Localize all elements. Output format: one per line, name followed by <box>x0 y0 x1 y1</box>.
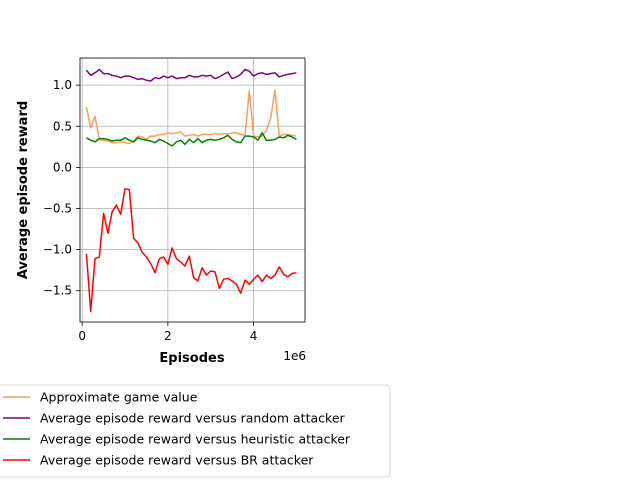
series-lines <box>85 68 297 313</box>
x-tick-label: 0 <box>78 329 86 343</box>
legend-label: Average episode reward versus BR attacke… <box>40 453 314 468</box>
x-axis-ticks: 0 2 4 <box>78 322 257 343</box>
series-line <box>85 188 297 313</box>
series-line <box>86 132 297 147</box>
series-line <box>85 89 297 145</box>
y-tick-label: −1.5 <box>43 284 72 298</box>
x-tick-label: 4 <box>250 329 258 343</box>
plot-area-frame <box>79 57 306 323</box>
legend: Approximate game value Average episode re… <box>0 384 391 478</box>
x-tick-label: 2 <box>164 329 172 343</box>
x-axis-scale-label: 1e6 <box>283 349 306 363</box>
y-tick-label: 0.0 <box>53 160 72 174</box>
grid <box>80 58 305 322</box>
y-tick-label: 1.0 <box>53 78 72 92</box>
y-axis-label: Average episode reward <box>16 101 31 279</box>
legend-box <box>0 384 391 478</box>
series-line <box>85 68 297 82</box>
y-tick-label: 0.5 <box>53 119 72 133</box>
y-tick-label: −0.5 <box>43 202 72 216</box>
x-axis-label: Episodes <box>159 351 224 366</box>
legend-label: Average episode reward versus random att… <box>40 411 346 426</box>
y-axis-ticks: 1.0 0.5 0.0 −0.5 −1.0 −1.5 <box>43 78 80 298</box>
legend-label: Approximate game value <box>40 390 198 405</box>
y-tick-label: −1.0 <box>43 243 72 257</box>
legend-label: Average episode reward versus heuristic … <box>40 432 351 447</box>
